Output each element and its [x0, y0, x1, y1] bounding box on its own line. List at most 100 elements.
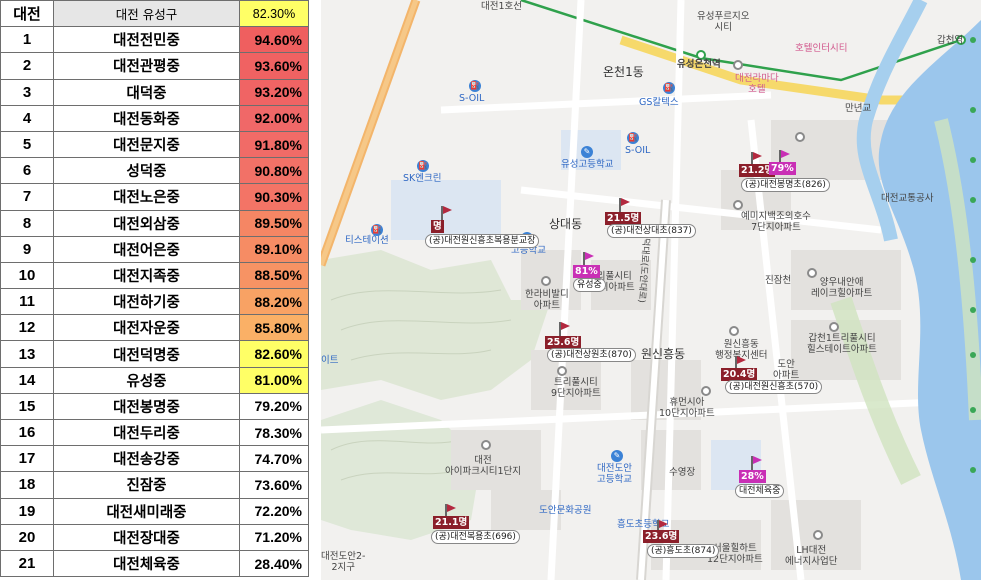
apartment-pin[interactable] — [807, 268, 817, 278]
label-doan-2-2: 대전도안2- 2지구 — [321, 551, 366, 573]
school-icon[interactable]: ✎ — [581, 146, 593, 158]
marker-badge-3[interactable]: 81% — [573, 265, 600, 278]
rate-cell: 28.40% — [239, 549, 309, 578]
apartment-pin[interactable] — [557, 366, 567, 376]
label-ipark-1: 대전 아이파크시티1단지 — [445, 455, 521, 477]
table-row: 5 대전문지중 91.80% — [0, 130, 309, 159]
apartment-pin[interactable] — [729, 326, 739, 336]
table-row: 6 성덕중 90.80% — [0, 157, 309, 185]
marker-badge-9[interactable]: 21.1명 — [433, 516, 470, 529]
table-header-row: 대전 대전 유성구 82.30% — [0, 0, 309, 28]
label-tstation: 티스테이션 — [345, 235, 389, 246]
marker-badge-10[interactable]: 23.6명 — [643, 530, 680, 543]
label-oncheon1-dong: 온천1동 — [603, 65, 644, 79]
gas-station-icon[interactable]: ⛽ — [417, 160, 429, 172]
table-row: 3 대덕중 93.20% — [0, 78, 309, 106]
rate-cell: 72.20% — [239, 497, 309, 525]
table-row: 8 대전외삼중 89.50% — [0, 209, 309, 237]
label-hotel-intercity: 호텔인터시티 — [795, 43, 848, 54]
apartment-pin[interactable] — [733, 60, 743, 70]
marker-school-8[interactable]: 대전체육중 — [735, 484, 785, 498]
rank-cell: 8 — [0, 209, 54, 237]
label-triplecity-3: 트리풀시티 3단지아파트 — [585, 271, 635, 293]
table-row: 18 진잠중 73.60% — [0, 471, 309, 499]
flag-icon[interactable] — [735, 356, 747, 370]
gas-station-icon[interactable]: ⛽ — [469, 80, 481, 92]
map-base — [321, 0, 981, 580]
label-heungdo-school: 흥도초등학교 — [617, 519, 670, 530]
label-yemizi: 예미지백조의호수 7단지아파트 — [741, 211, 811, 233]
flag-icon[interactable] — [619, 198, 631, 212]
table-row: 7 대전노은중 90.30% — [0, 183, 309, 211]
flag-icon[interactable] — [441, 206, 453, 220]
apartment-pin[interactable] — [733, 200, 743, 210]
rate-cell: 85.80% — [239, 314, 309, 342]
flag-icon[interactable] — [583, 252, 595, 266]
marker-badge-5[interactable]: 79% — [769, 162, 796, 175]
table-row: 13 대전덕명중 82.60% — [0, 340, 309, 368]
apartment-pin[interactable] — [795, 132, 805, 142]
apartment-pin[interactable] — [829, 322, 839, 332]
school-icon[interactable]: ✎ — [611, 450, 623, 462]
flag-icon[interactable] — [559, 322, 571, 336]
apartment-pin[interactable] — [813, 530, 823, 540]
apartment-pin[interactable] — [701, 386, 711, 396]
flag-icon[interactable] — [445, 504, 457, 518]
rank-cell: 6 — [0, 157, 54, 185]
map-view[interactable]: 대전1호선 유성푸르지오 시티 호텔인터시티 갑천역 온천1동 유성온천역 대전… — [321, 0, 981, 580]
marker-school-10[interactable]: (공)흥도초(874) — [647, 544, 720, 558]
marker-school-6[interactable]: (공)대전상원초(870) — [547, 348, 636, 362]
marker-school-1[interactable]: (공)대전원신흥초복용분교장 — [425, 234, 540, 248]
school-name-cell: 대전덕명중 — [53, 340, 240, 368]
rank-cell: 1 — [0, 26, 54, 54]
flag-icon[interactable] — [657, 520, 669, 534]
marker-school-4[interactable]: (공)대전봉명초(826) — [741, 178, 830, 192]
school-name-cell: 대전장대중 — [53, 523, 240, 551]
apartment-pin[interactable] — [541, 276, 551, 286]
metro-line-label: 대전1호선 — [481, 1, 523, 12]
gas-station-icon[interactable]: ⛽ — [663, 82, 675, 94]
school-name-cell: 대덕중 — [53, 78, 240, 106]
table-row: 1 대전전민중 94.60% — [0, 26, 309, 54]
flag-icon[interactable] — [751, 456, 763, 470]
label-triplecity-9: 트리풀시티 9단지아파트 — [551, 377, 601, 399]
marker-school-3[interactable]: 유성중 — [573, 278, 606, 292]
label-hanra-vivaldi: 한라비발디 아파트 — [525, 289, 569, 311]
school-name-cell: 유성중 — [53, 366, 240, 394]
school-name-cell: 대전노은중 — [53, 183, 240, 211]
table-row: 11 대전하기중 88.20% — [0, 288, 309, 316]
gas-station-icon[interactable]: ⛽ — [627, 132, 639, 144]
school-name-cell: 대전관평중 — [53, 52, 240, 80]
rank-cell: 20 — [0, 523, 54, 551]
flag-icon[interactable] — [751, 152, 763, 166]
table-row: 4 대전동화중 92.00% — [0, 104, 309, 132]
table-row: 14 유성중 81.00% — [0, 366, 309, 394]
marker-badge-8[interactable]: 28% — [739, 470, 766, 483]
table-row: 21 대전체육중 28.40% — [0, 549, 309, 578]
marker-school-7[interactable]: (공)대전원신흥초(570) — [725, 380, 823, 394]
vaccination-rate-table: 대전 대전 유성구 82.30% 1 대전전민중 94.60% 2 대전관평중 93.60… — [0, 0, 309, 578]
rate-cell: 79.20% — [239, 392, 309, 421]
table-row: 16 대전두리중 78.30% — [0, 418, 309, 447]
marker-badge-1[interactable]: 명 — [431, 220, 444, 233]
marker-school-9[interactable]: (공)대전복용초(696) — [431, 530, 520, 544]
gas-station-icon[interactable]: ⛽ — [371, 224, 383, 236]
school-name-cell: 대전문지중 — [53, 130, 240, 159]
marker-badge-6[interactable]: 25.6명 — [545, 336, 582, 349]
school-name-cell: 진잠중 — [53, 471, 240, 499]
marker-badge-4[interactable]: 21.2명 — [739, 164, 776, 177]
header-region: 대전 — [0, 0, 54, 28]
rate-cell: 88.50% — [239, 261, 309, 290]
school-name-cell: 대전새미래중 — [53, 497, 240, 525]
school-name-cell: 대전체육중 — [53, 549, 240, 578]
marker-badge-2[interactable]: 21.5명 — [605, 212, 642, 225]
rank-cell: 16 — [0, 418, 54, 447]
marker-badge-7[interactable]: 20.4명 — [721, 368, 758, 381]
rate-cell: 78.30% — [239, 418, 309, 447]
marker-school-2[interactable]: (공)대전상대초(837) — [607, 224, 696, 238]
flag-icon[interactable] — [779, 150, 791, 164]
apartment-pin[interactable] — [481, 440, 491, 450]
rank-cell: 18 — [0, 471, 54, 499]
school-name-cell: 대전하기중 — [53, 288, 240, 316]
rank-cell: 7 — [0, 183, 54, 211]
